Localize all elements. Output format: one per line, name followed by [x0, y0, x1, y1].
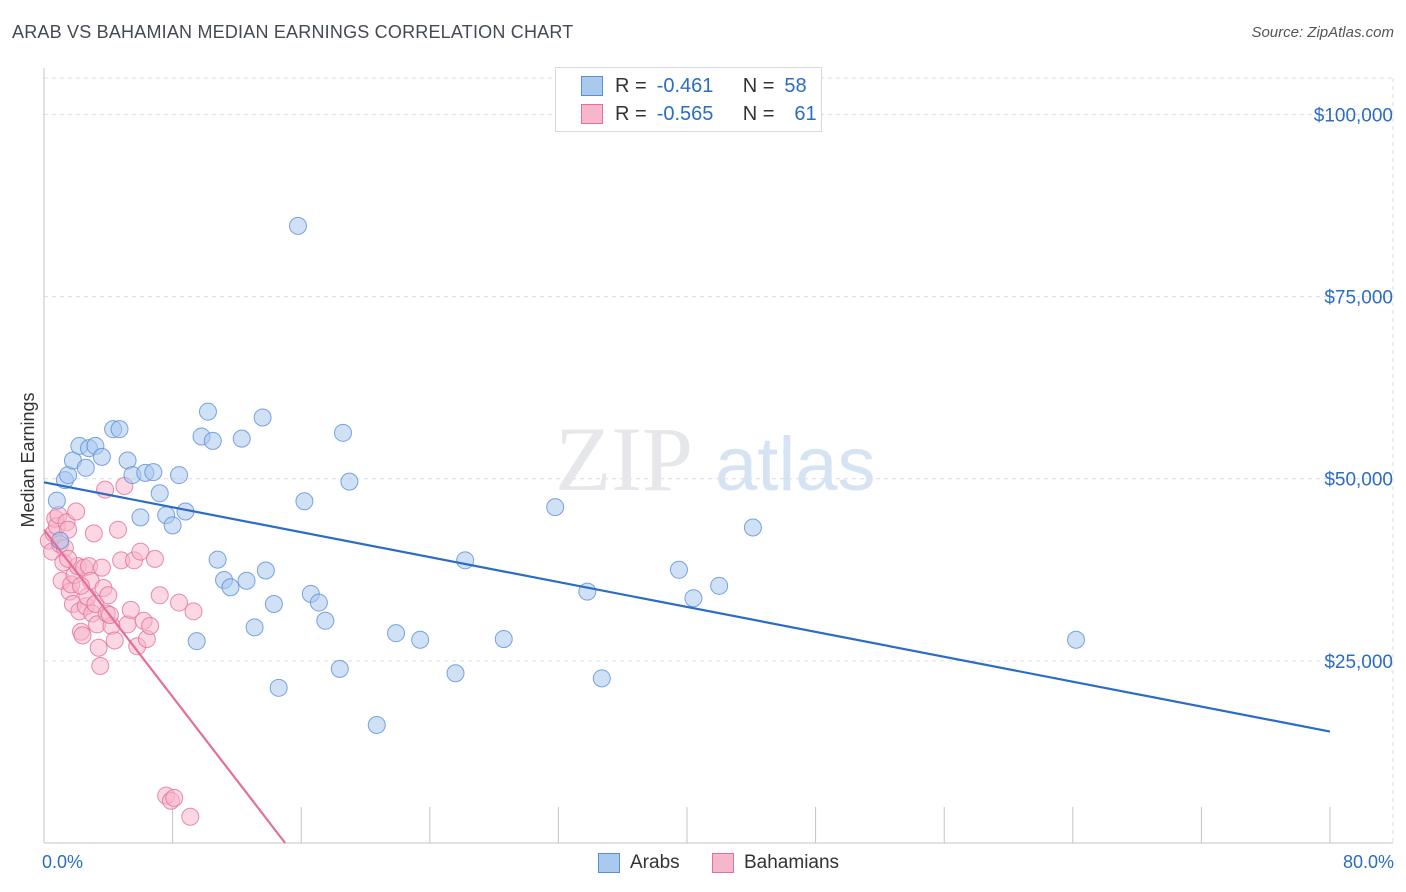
data-point-arabs: [333, 423, 352, 442]
data-point-arabs: [288, 216, 307, 235]
data-point-arabs: [743, 518, 762, 537]
data-point-bahamians: [141, 616, 160, 635]
data-point-bahamians: [108, 520, 127, 539]
data-point-bahamians: [67, 502, 86, 521]
data-point-arabs: [208, 550, 227, 569]
data-point-arabs: [76, 458, 95, 477]
data-point-arabs: [446, 664, 465, 683]
n-value: 61: [794, 102, 817, 125]
r-label: R =: [615, 74, 647, 97]
data-point-arabs: [221, 578, 240, 597]
data-point-arabs: [592, 669, 611, 688]
legend-swatch-bahamians: [581, 104, 603, 124]
data-point-arabs: [669, 560, 688, 579]
n-value: 58: [784, 74, 807, 97]
data-point-arabs: [144, 463, 163, 482]
data-point-bahamians: [145, 549, 164, 568]
data-point-arabs: [253, 408, 272, 427]
data-point-bahamians: [181, 807, 200, 826]
data-point-arabs: [92, 447, 111, 466]
legend-item-bahamians[interactable]: Bahamians: [712, 852, 839, 874]
r-value: -0.461: [656, 74, 714, 97]
legend-swatch-arabs: [598, 853, 620, 873]
data-point-arabs: [295, 492, 314, 511]
data-point-arabs: [269, 678, 288, 697]
x-tick-label-min: 0.0%: [42, 852, 84, 872]
data-point-bahamians: [121, 600, 140, 619]
n-label: N =: [742, 74, 775, 97]
y-tick-label: $100,000: [1314, 105, 1393, 126]
watermark-zip: ZIP: [555, 408, 693, 510]
data-point-arabs: [330, 659, 349, 678]
data-point-arabs: [456, 551, 475, 570]
trend-lines: [43, 481, 1331, 844]
legend-row-arabs: R = -0.461 N = 58: [581, 74, 807, 98]
data-point-arabs: [309, 593, 328, 612]
legend-swatch-arabs: [581, 76, 603, 96]
legend-row-bahamians: R = -0.565 N = 61: [581, 102, 817, 126]
r-value: -0.565: [656, 102, 714, 125]
data-point-arabs: [187, 632, 206, 651]
chart-title: ARAB VS BAHAMIAN MEDIAN EARNINGS CORRELA…: [12, 22, 574, 42]
legend-item-arabs[interactable]: Arabs: [598, 852, 680, 874]
legend-swatch-bahamians: [712, 853, 734, 873]
data-point-arabs: [546, 498, 565, 517]
data-point-arabs: [316, 611, 335, 630]
data-point-arabs: [163, 516, 182, 535]
data-point-bahamians: [89, 638, 108, 657]
data-point-bahamians: [184, 602, 203, 621]
data-point-arabs: [684, 589, 703, 608]
legend-label-bahamians: Bahamians: [744, 852, 840, 873]
data-point-bahamians: [165, 788, 184, 807]
source-label: Source: ZipAtlas.com: [1251, 24, 1394, 41]
data-point-bahamians: [105, 631, 124, 650]
data-point-bahamians: [91, 656, 110, 675]
data-point-arabs: [411, 630, 430, 649]
data-point-bahamians: [170, 593, 189, 612]
data-point-arabs: [237, 571, 256, 590]
y-axis-label: Median Earnings: [18, 392, 38, 527]
data-point-arabs: [340, 472, 359, 491]
n-label: N =: [742, 102, 775, 125]
data-point-arabs: [51, 531, 70, 550]
data-point-arabs: [203, 431, 222, 450]
data-point-arabs: [256, 561, 275, 580]
data-point-bahamians: [73, 626, 92, 645]
data-point-arabs: [150, 484, 169, 503]
data-point-arabs: [264, 595, 283, 614]
correlation-legend: R = -0.461 N = 58 R = -0.565 N = 61: [555, 67, 822, 132]
y-tick-labels: $25,000 $50,000 $75,000 $100,000: [1314, 105, 1393, 672]
data-point-arabs: [367, 715, 386, 734]
data-point-bahamians: [99, 586, 118, 605]
data-point-arabs: [110, 420, 129, 439]
data-point-arabs: [1067, 630, 1086, 649]
axes: [43, 68, 1393, 844]
data-point-arabs: [387, 624, 406, 643]
watermark-atlas: atlas: [715, 422, 876, 507]
y-tick-label: $50,000: [1324, 470, 1393, 491]
x-tick-label-max: 80.0%: [1342, 852, 1394, 872]
y-tick-label: $25,000: [1324, 652, 1393, 673]
data-point-arabs: [245, 618, 264, 637]
legend-label-arabs: Arabs: [630, 852, 680, 873]
trend-line-arabs: [43, 481, 1331, 733]
series-arabs: [47, 216, 1086, 734]
data-point-arabs: [131, 508, 150, 527]
data-point-bahamians: [84, 524, 103, 543]
data-point-arabs: [47, 491, 66, 510]
data-point-arabs: [232, 429, 251, 448]
data-point-arabs: [710, 576, 729, 595]
data-point-bahamians: [150, 586, 169, 605]
data-point-bahamians: [131, 542, 150, 561]
data-point-arabs: [494, 630, 513, 648]
data-point-arabs: [198, 402, 217, 421]
trend-line-bahamians: [43, 529, 286, 844]
y-tick-label: $75,000: [1324, 288, 1393, 309]
r-label: R =: [615, 102, 647, 125]
data-point-arabs: [170, 466, 189, 485]
data-point-bahamians: [92, 558, 111, 577]
